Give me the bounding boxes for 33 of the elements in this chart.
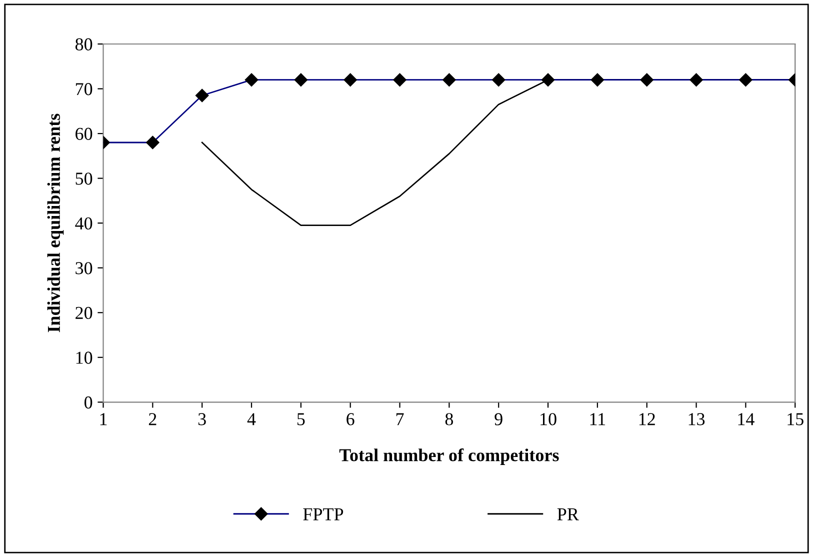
x-tick-label: 12 (639, 413, 655, 426)
y-tick-label: 60 (76, 128, 92, 140)
x-tick-label: 14 (738, 413, 754, 426)
x-tick-label: 5 (297, 413, 305, 426)
x-tick-label: 11 (590, 413, 606, 426)
x-tick-label: 6 (346, 413, 354, 426)
x-tick-label: 8 (445, 413, 454, 426)
x-tick-label: 1 (100, 413, 107, 426)
x-tick-label: 13 (688, 413, 705, 426)
x-tick-label: 2 (148, 413, 156, 426)
x-tick-label: 7 (396, 413, 404, 426)
y-tick-label: 40 (75, 217, 92, 230)
x-tick-label: 3 (198, 413, 206, 426)
y-tick-label: 0 (84, 396, 92, 409)
y-tick-label: 30 (76, 262, 92, 274)
y-tick-label: 70 (76, 83, 92, 96)
legend-label: PR (557, 508, 579, 520)
x-tick-label: 4 (247, 413, 256, 426)
y-tick-label: 80 (75, 38, 92, 50)
legend-label: FPTP (303, 508, 344, 520)
point (590, 73, 604, 86)
point (541, 73, 555, 86)
x-tick-label: 15 (788, 413, 804, 426)
y-tick-label: 10 (76, 352, 92, 364)
y-axis-title: Individual equilibrium rents (47, 114, 64, 332)
point (739, 73, 752, 86)
x-axis-title: Total number of competitors (339, 448, 559, 465)
x-tick-label: 10 (540, 413, 556, 426)
y-tick-label: 50 (76, 172, 92, 185)
y-tick-label: 20 (76, 306, 92, 320)
x-tick-label: 9 (494, 413, 502, 426)
point (640, 73, 654, 86)
point (690, 73, 703, 86)
